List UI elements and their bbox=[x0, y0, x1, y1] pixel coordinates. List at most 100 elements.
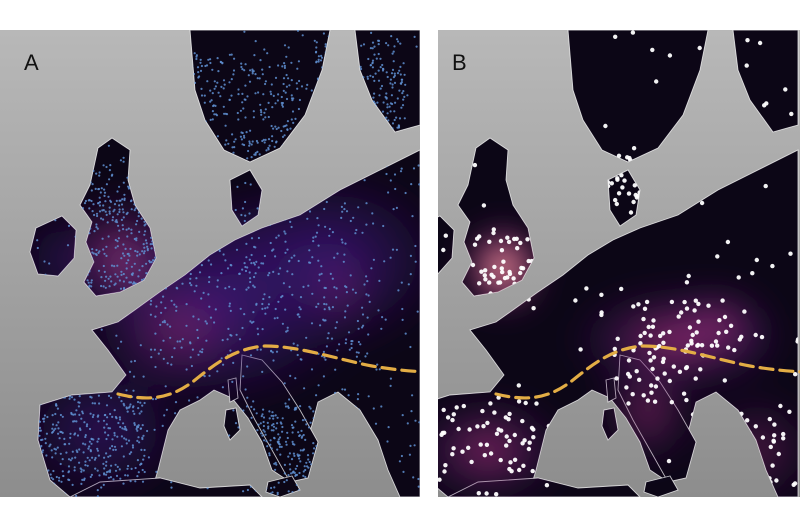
point bbox=[287, 474, 290, 477]
point bbox=[195, 277, 198, 280]
point bbox=[142, 243, 145, 246]
point bbox=[271, 411, 274, 414]
point bbox=[242, 490, 245, 493]
point bbox=[69, 432, 72, 435]
point bbox=[523, 400, 528, 406]
point bbox=[136, 439, 139, 442]
point bbox=[126, 176, 129, 179]
point bbox=[363, 179, 366, 182]
point bbox=[107, 144, 110, 147]
point bbox=[277, 300, 280, 303]
point bbox=[292, 452, 295, 455]
point bbox=[133, 423, 136, 426]
point bbox=[255, 412, 258, 415]
point bbox=[71, 450, 74, 453]
point bbox=[441, 247, 446, 253]
point bbox=[616, 191, 622, 196]
point bbox=[315, 41, 318, 44]
point bbox=[294, 467, 297, 470]
point bbox=[170, 486, 173, 489]
point bbox=[142, 375, 145, 378]
point bbox=[706, 303, 711, 308]
point bbox=[272, 270, 275, 273]
point bbox=[45, 454, 48, 457]
point bbox=[206, 487, 209, 490]
point bbox=[323, 302, 326, 306]
point bbox=[286, 431, 289, 434]
point bbox=[236, 111, 239, 115]
point bbox=[634, 369, 639, 374]
point bbox=[317, 384, 320, 387]
point bbox=[376, 363, 379, 366]
point bbox=[96, 214, 99, 218]
point bbox=[230, 94, 233, 97]
point bbox=[313, 447, 316, 450]
point bbox=[371, 66, 374, 69]
point bbox=[753, 424, 758, 429]
point bbox=[270, 349, 273, 352]
point bbox=[244, 181, 247, 185]
point bbox=[207, 259, 210, 262]
point bbox=[726, 345, 731, 350]
point bbox=[642, 306, 648, 311]
point bbox=[584, 286, 589, 291]
point bbox=[240, 65, 243, 69]
point bbox=[273, 462, 276, 465]
point bbox=[404, 83, 407, 86]
point bbox=[268, 271, 271, 275]
point bbox=[108, 427, 112, 430]
point bbox=[603, 123, 608, 129]
point bbox=[302, 448, 306, 451]
point bbox=[259, 422, 262, 425]
point bbox=[254, 73, 257, 76]
point bbox=[38, 420, 42, 423]
point bbox=[126, 235, 129, 238]
point bbox=[386, 103, 389, 106]
point bbox=[409, 444, 412, 447]
map-panel-b: B bbox=[438, 30, 800, 497]
point bbox=[297, 107, 300, 111]
point bbox=[141, 480, 145, 483]
point bbox=[243, 262, 246, 265]
point bbox=[256, 327, 259, 330]
point bbox=[161, 321, 164, 324]
point bbox=[690, 332, 695, 338]
point bbox=[150, 247, 153, 250]
point bbox=[67, 478, 70, 481]
point bbox=[76, 434, 80, 437]
point bbox=[288, 84, 291, 87]
point bbox=[242, 375, 245, 378]
point bbox=[109, 469, 112, 472]
point bbox=[199, 61, 202, 64]
point bbox=[469, 459, 474, 465]
point bbox=[467, 427, 472, 432]
point bbox=[299, 460, 302, 463]
point bbox=[242, 134, 246, 137]
point bbox=[71, 483, 74, 486]
point bbox=[138, 412, 141, 415]
point bbox=[390, 72, 394, 75]
point bbox=[107, 235, 110, 238]
point bbox=[291, 442, 295, 446]
point bbox=[274, 76, 278, 79]
point bbox=[133, 412, 136, 415]
point bbox=[281, 105, 284, 108]
point bbox=[113, 434, 116, 437]
point bbox=[103, 456, 106, 459]
point bbox=[283, 230, 286, 233]
point bbox=[51, 423, 55, 426]
point bbox=[260, 262, 263, 265]
point bbox=[216, 81, 219, 84]
point bbox=[93, 458, 96, 461]
point bbox=[117, 224, 120, 227]
point bbox=[262, 262, 265, 265]
point bbox=[744, 63, 749, 68]
point bbox=[118, 185, 121, 188]
point bbox=[137, 215, 140, 218]
point bbox=[181, 338, 184, 341]
point bbox=[370, 267, 373, 270]
point bbox=[298, 471, 301, 475]
point bbox=[261, 434, 264, 437]
point bbox=[272, 127, 275, 130]
point bbox=[52, 469, 55, 473]
